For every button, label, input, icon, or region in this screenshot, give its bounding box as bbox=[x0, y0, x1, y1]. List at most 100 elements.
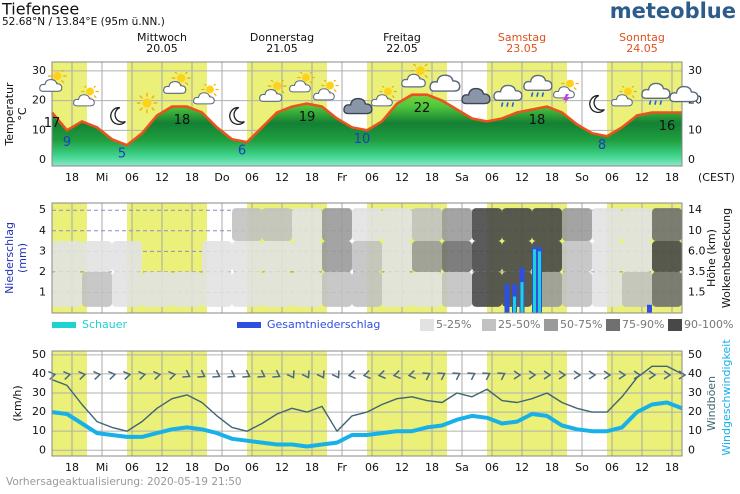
x-unit: (CEST) bbox=[698, 171, 735, 184]
wind-arrow bbox=[513, 370, 522, 380]
wind-arrow bbox=[138, 370, 147, 381]
day-name: Samstag bbox=[498, 31, 546, 44]
day-date: 23.05 bbox=[506, 42, 538, 55]
cloud-cover bbox=[232, 208, 262, 242]
panel: 18 Mi 06 12 18 Do 06 12 18 Fr 06 12 18 Sa 06 12 18 So 06 12… bbox=[11, 339, 733, 474]
y2-tick-label: 0 bbox=[688, 153, 695, 166]
x-tick-label: 18 bbox=[65, 171, 79, 184]
x-tick-label: Fr bbox=[337, 171, 348, 184]
cloud-cover bbox=[562, 271, 592, 307]
cloud-cover bbox=[562, 208, 592, 242]
wind-arrow bbox=[392, 369, 401, 380]
cloud-cover bbox=[322, 241, 352, 272]
wind-arrow bbox=[528, 370, 537, 380]
x-tick-label: 12 bbox=[275, 171, 289, 184]
x-tick-label: 12 bbox=[395, 461, 409, 474]
x-tick-label: 18 bbox=[545, 461, 559, 474]
cloud-cover bbox=[352, 208, 382, 242]
y2-label: Windgeschwindigkeit bbox=[720, 339, 733, 456]
y-tick-label: 0 bbox=[39, 153, 46, 166]
wind-arrow bbox=[153, 370, 162, 381]
wind-arrow bbox=[78, 370, 87, 381]
wind-arrow bbox=[362, 369, 371, 380]
wind-arrow bbox=[286, 370, 295, 379]
x-tick-label: 12 bbox=[635, 461, 649, 474]
legend-swatch bbox=[237, 322, 261, 328]
y2-tick-label: 50 bbox=[688, 348, 702, 361]
cloud-cover bbox=[442, 241, 472, 272]
day-name: Sonntag bbox=[619, 31, 665, 44]
x-tick-label: 06 bbox=[245, 171, 259, 184]
legend: Schauer Gesamtniederschlag 5-25% 25-50% 50-7… bbox=[52, 318, 733, 331]
y-tick-label: 3 bbox=[39, 244, 46, 257]
legend-label: Gesamtniederschlag bbox=[267, 318, 380, 331]
cloud-cover bbox=[322, 208, 352, 242]
cloud-cover bbox=[292, 208, 322, 242]
panel: 18 Mi 06 12 18 Do 06 12 18 Fr 06 12 18 Sa 06 12 18 So 06 12… bbox=[3, 61, 735, 184]
x-tick-label: 06 bbox=[605, 461, 619, 474]
x-tick-label: Sa bbox=[455, 461, 469, 474]
y2-tick-label: 14 bbox=[688, 203, 702, 216]
wind-arrow bbox=[558, 370, 567, 380]
cloud-cover bbox=[562, 241, 592, 272]
x-tick-label: 06 bbox=[125, 171, 139, 184]
x-tick-label: 06 bbox=[485, 171, 499, 184]
cloud-cover bbox=[412, 208, 442, 242]
y2-tick-label: 30 bbox=[688, 64, 702, 77]
total-precip-bar bbox=[504, 284, 510, 313]
cloud-cover bbox=[172, 271, 202, 307]
max-label: 19 bbox=[299, 110, 316, 125]
x-tick-label: 12 bbox=[155, 171, 169, 184]
shower-bar bbox=[513, 296, 516, 313]
wind-arrow bbox=[242, 369, 251, 378]
wind-arrow bbox=[168, 370, 177, 381]
min-label: 8 bbox=[598, 138, 606, 153]
day-date: 21.05 bbox=[266, 42, 298, 55]
x-tick-label: So bbox=[575, 461, 589, 474]
x-tick-label: 12 bbox=[515, 461, 529, 474]
cloud-cover bbox=[412, 271, 442, 307]
x-tick-label: Mi bbox=[96, 171, 109, 184]
y-tick-label: 20 bbox=[32, 94, 46, 107]
cloud-cover bbox=[442, 208, 472, 242]
panel: 1 2 3 4 5 1.5 3.5 6.0 10 14 Niederschlag (mm) Höhe (… bbox=[3, 202, 733, 314]
wind-arrow bbox=[633, 370, 642, 380]
wind-arrow bbox=[347, 369, 356, 380]
x-tick-label: 12 bbox=[635, 171, 649, 184]
y2-label: Höhe (km) bbox=[705, 229, 718, 287]
cloud-cover bbox=[112, 271, 142, 307]
cloud-cover bbox=[652, 241, 682, 272]
legend-label: 50-75% bbox=[560, 318, 602, 331]
wind-arrow bbox=[48, 370, 57, 381]
wind-arrow bbox=[63, 370, 72, 381]
x-tick-label: 18 bbox=[185, 171, 199, 184]
x-tick-label: 18 bbox=[425, 171, 439, 184]
wind-arrow bbox=[182, 369, 191, 378]
wind-arrow bbox=[257, 369, 266, 378]
wind-arrow bbox=[648, 370, 657, 380]
min-label: 6 bbox=[238, 144, 246, 159]
x-tick-label: 06 bbox=[605, 171, 619, 184]
y-tick-label: 30 bbox=[32, 64, 46, 77]
cloud-cover bbox=[262, 208, 292, 242]
x-tick-label: Do bbox=[214, 171, 229, 184]
cloud-cover bbox=[232, 241, 262, 272]
wind-arrow bbox=[93, 370, 102, 381]
plot-border bbox=[51, 202, 683, 314]
y-tick-label: 30 bbox=[32, 386, 46, 399]
wind-arrow bbox=[603, 370, 612, 380]
cloud-cover bbox=[652, 208, 682, 242]
x-tick-label: Do bbox=[214, 461, 229, 474]
legend-swatch bbox=[482, 319, 496, 331]
wind-arrow bbox=[197, 369, 206, 378]
wind-speed-line bbox=[51, 400, 683, 449]
cloud-cover bbox=[412, 241, 442, 272]
gust-line bbox=[51, 365, 683, 432]
x-tick-label: Sa bbox=[455, 171, 469, 184]
wind-arrow bbox=[543, 370, 552, 380]
y-label: (km/h) bbox=[11, 385, 24, 421]
wind-arrow bbox=[618, 370, 627, 380]
cloud-cover bbox=[442, 271, 472, 307]
